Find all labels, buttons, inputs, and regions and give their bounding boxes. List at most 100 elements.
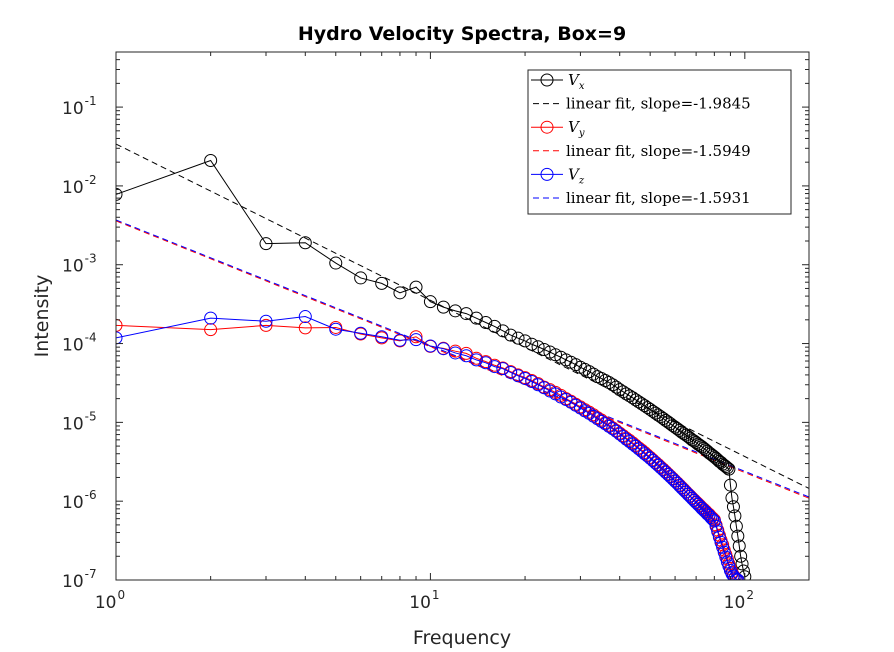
legend-swatch-marker: [540, 120, 554, 134]
data-point: [717, 545, 731, 559]
data-point: [616, 430, 630, 444]
series-4: [116, 310, 745, 580]
data-point: [646, 454, 660, 468]
data-point: [619, 387, 633, 401]
data-point: [594, 414, 608, 428]
data-point: [298, 321, 312, 335]
data-point: [666, 472, 680, 486]
series-layer: [116, 143, 809, 580]
data-point: [731, 529, 745, 543]
y-tick-exponent: -4: [85, 331, 97, 345]
data-point: [714, 535, 728, 549]
legend-subscript: x: [579, 81, 585, 92]
legend-label: linear fit, slope=-1.9845: [566, 95, 751, 113]
data-point: [598, 373, 612, 387]
data-point: [735, 557, 749, 571]
data-point: [375, 330, 389, 344]
data-point: [518, 372, 532, 386]
data-point: [656, 463, 670, 477]
data-point: [531, 340, 545, 354]
data-point: [409, 280, 423, 294]
data-point: [298, 310, 312, 324]
legend-item: linear fit, slope=-1.9845: [533, 95, 751, 113]
data-point: [670, 476, 684, 490]
data-point: [606, 422, 620, 436]
legend-label: linear fit, slope=-1.5949: [566, 142, 751, 160]
data-point: [609, 424, 623, 438]
data-point: [602, 376, 616, 390]
y-tick-label: 10-4: [62, 331, 97, 356]
data-point: [700, 507, 714, 521]
series-line: [116, 159, 746, 577]
data-point: [488, 360, 502, 374]
data-point: [722, 462, 736, 476]
data-point: [613, 427, 627, 441]
data-point: [598, 417, 612, 431]
data-point: [504, 365, 518, 379]
data-point: [504, 328, 518, 342]
data-point: [716, 538, 730, 552]
data-point: [726, 500, 740, 514]
data-point: [423, 339, 437, 353]
data-point: [259, 318, 273, 332]
data-point: [496, 324, 510, 338]
data-point: [661, 415, 675, 429]
data-point: [354, 271, 368, 285]
fit-line: [116, 143, 809, 489]
data-point: [712, 530, 726, 544]
data-point: [591, 412, 605, 426]
data-point: [259, 237, 273, 251]
data-point: [706, 512, 720, 526]
data-point: [670, 422, 684, 436]
plot-frame: [115, 51, 810, 581]
data-point: [728, 571, 742, 580]
data-point: [668, 420, 682, 434]
legend-subscript: z: [578, 175, 585, 186]
data-point: [659, 465, 673, 479]
data-point: [488, 319, 502, 333]
x-axis-title: Frequency: [413, 627, 511, 649]
data-point: [623, 389, 637, 403]
legend-label: linear fit, slope=-1.5931: [566, 189, 751, 207]
data-point: [116, 331, 123, 345]
data-point: [728, 509, 742, 523]
data-point: [723, 478, 737, 492]
series-3: [116, 220, 809, 499]
data-point: [518, 334, 532, 348]
data-point: [666, 419, 680, 433]
data-point: [613, 383, 627, 397]
data-point: [606, 378, 620, 392]
data-point: [204, 154, 218, 168]
data-point: [469, 353, 483, 367]
y-tick-exponent: -6: [85, 488, 97, 502]
data-point: [716, 540, 730, 554]
data-point: [204, 311, 218, 325]
data-point: [479, 356, 493, 370]
y-tick-exponent: -3: [85, 252, 97, 266]
data-point: [409, 333, 423, 347]
data-point: [663, 417, 677, 431]
data-point: [586, 367, 600, 381]
data-point: [726, 569, 740, 580]
data-point: [668, 474, 682, 488]
chart-title: Hydro Velocity Spectra, Box=9: [298, 23, 626, 45]
data-point: [423, 295, 437, 309]
data-point: [525, 337, 539, 351]
data-point: [717, 458, 731, 472]
data-point: [298, 236, 312, 250]
data-point: [511, 331, 525, 345]
y-tick-exponent: -7: [85, 567, 97, 581]
data-point: [654, 410, 668, 424]
data-point: [673, 423, 687, 437]
y-tick-exponent: -2: [85, 173, 97, 187]
data-point: [329, 322, 343, 336]
data-point: [531, 378, 545, 392]
legend-swatch-marker: [540, 167, 554, 181]
data-point: [654, 461, 668, 475]
data-point: [656, 411, 670, 425]
data-point: [259, 314, 273, 328]
data-point: [725, 491, 739, 505]
